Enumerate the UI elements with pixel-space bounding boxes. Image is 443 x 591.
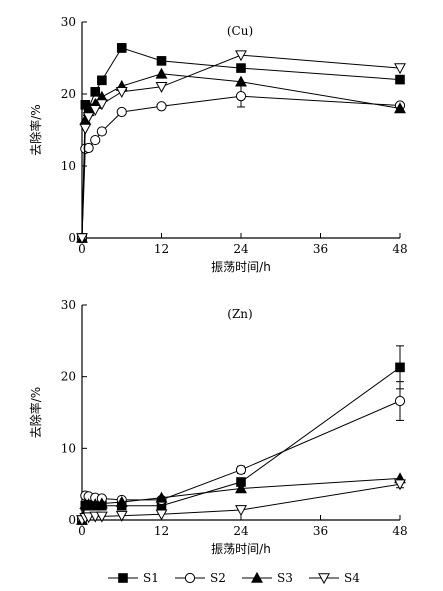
legend-item-s1: S1 <box>108 571 159 585</box>
data-point <box>155 509 168 521</box>
data-point <box>115 510 128 522</box>
legend-marker <box>251 571 263 583</box>
data-point <box>90 134 101 146</box>
x-axis-label: 振荡时间/h <box>211 542 271 556</box>
data-point <box>155 491 168 503</box>
series-s4 <box>76 479 406 527</box>
data-point <box>235 75 247 87</box>
data-point <box>90 87 101 97</box>
data-point <box>395 362 405 373</box>
data-point <box>235 464 247 475</box>
x-tick-label: 0 <box>78 524 86 538</box>
data-point <box>115 495 128 507</box>
y-tick-label: 20 <box>61 370 76 384</box>
series-s1 <box>77 43 405 243</box>
series-line <box>81 400 401 521</box>
series-line <box>81 366 401 521</box>
data-point <box>89 105 102 116</box>
series-s4 <box>76 50 406 245</box>
data-point <box>155 67 168 79</box>
x-tick-label: 0 <box>78 242 86 256</box>
data-point <box>82 512 95 524</box>
data-point <box>156 56 167 66</box>
y-axis-label: 去除率/% <box>28 104 43 155</box>
legend-label: S4 <box>344 571 360 585</box>
data-point <box>95 99 108 111</box>
data-point <box>235 482 247 494</box>
y-tick-label: 0 <box>68 513 76 527</box>
data-point <box>82 112 95 124</box>
data-point <box>79 123 92 135</box>
legend-item-s3: S3 <box>242 571 293 585</box>
data-point <box>394 63 406 75</box>
x-tick-label: 36 <box>313 242 328 256</box>
series-s3 <box>76 472 406 525</box>
data-point <box>236 63 246 73</box>
series-line <box>81 95 401 239</box>
legend: S1 S2 S3 S4 <box>108 571 360 585</box>
y-tick-label: 30 <box>61 298 76 312</box>
legend-marker <box>318 573 330 585</box>
y-tick-label: 10 <box>61 441 76 455</box>
cu-chart: 0 10 20 30 0 12 24 36 48 振荡时间/h 去除率/% (Cu) <box>28 15 408 274</box>
data-point <box>83 142 94 154</box>
zn-chart: 0 10 20 30 0 12 24 36 48 振荡时间/h 去除率/% (Zn) <box>28 298 408 556</box>
data-point <box>394 395 406 407</box>
x-tick-label: 48 <box>392 524 407 538</box>
data-point <box>235 91 247 102</box>
legend-marker <box>184 572 196 584</box>
legend-label: S1 <box>143 571 159 585</box>
data-point <box>156 101 167 112</box>
series-s1 <box>77 345 405 525</box>
x-tick-label: 24 <box>233 242 249 256</box>
panel-annotation: (Zn) <box>227 307 252 321</box>
data-point <box>115 87 128 98</box>
legend-label: S3 <box>277 571 293 585</box>
x-tick-label: 12 <box>154 524 169 538</box>
data-point <box>95 497 108 509</box>
x-tick-label: 48 <box>392 242 407 256</box>
data-point <box>394 102 406 114</box>
y-axis-label: 去除率/% <box>28 387 43 438</box>
legend-item-s4: S4 <box>309 571 360 585</box>
legend-marker <box>118 573 128 583</box>
x-axis-label: 振荡时间/h <box>211 260 271 274</box>
data-point <box>116 106 127 118</box>
y-tick-label: 0 <box>68 231 76 245</box>
y-tick-label: 20 <box>61 87 76 101</box>
data-point <box>95 511 108 523</box>
data-point <box>235 505 247 517</box>
x-tick-label: 12 <box>154 242 169 256</box>
y-tick-label: 10 <box>61 159 76 173</box>
legend-item-s2: S2 <box>175 571 226 585</box>
data-point <box>394 479 406 491</box>
x-tick-label: 24 <box>233 524 249 538</box>
data-point <box>155 82 168 93</box>
data-point <box>76 233 88 245</box>
x-tick-label: 36 <box>313 524 328 538</box>
series-s2 <box>76 84 406 244</box>
data-point <box>116 43 127 53</box>
data-point <box>235 50 247 62</box>
data-point <box>96 126 107 137</box>
data-point <box>395 74 405 85</box>
data-point <box>97 75 107 86</box>
y-tick-label: 30 <box>61 15 76 29</box>
panel-annotation: (Cu) <box>227 24 253 38</box>
legend-label: S2 <box>210 571 226 585</box>
